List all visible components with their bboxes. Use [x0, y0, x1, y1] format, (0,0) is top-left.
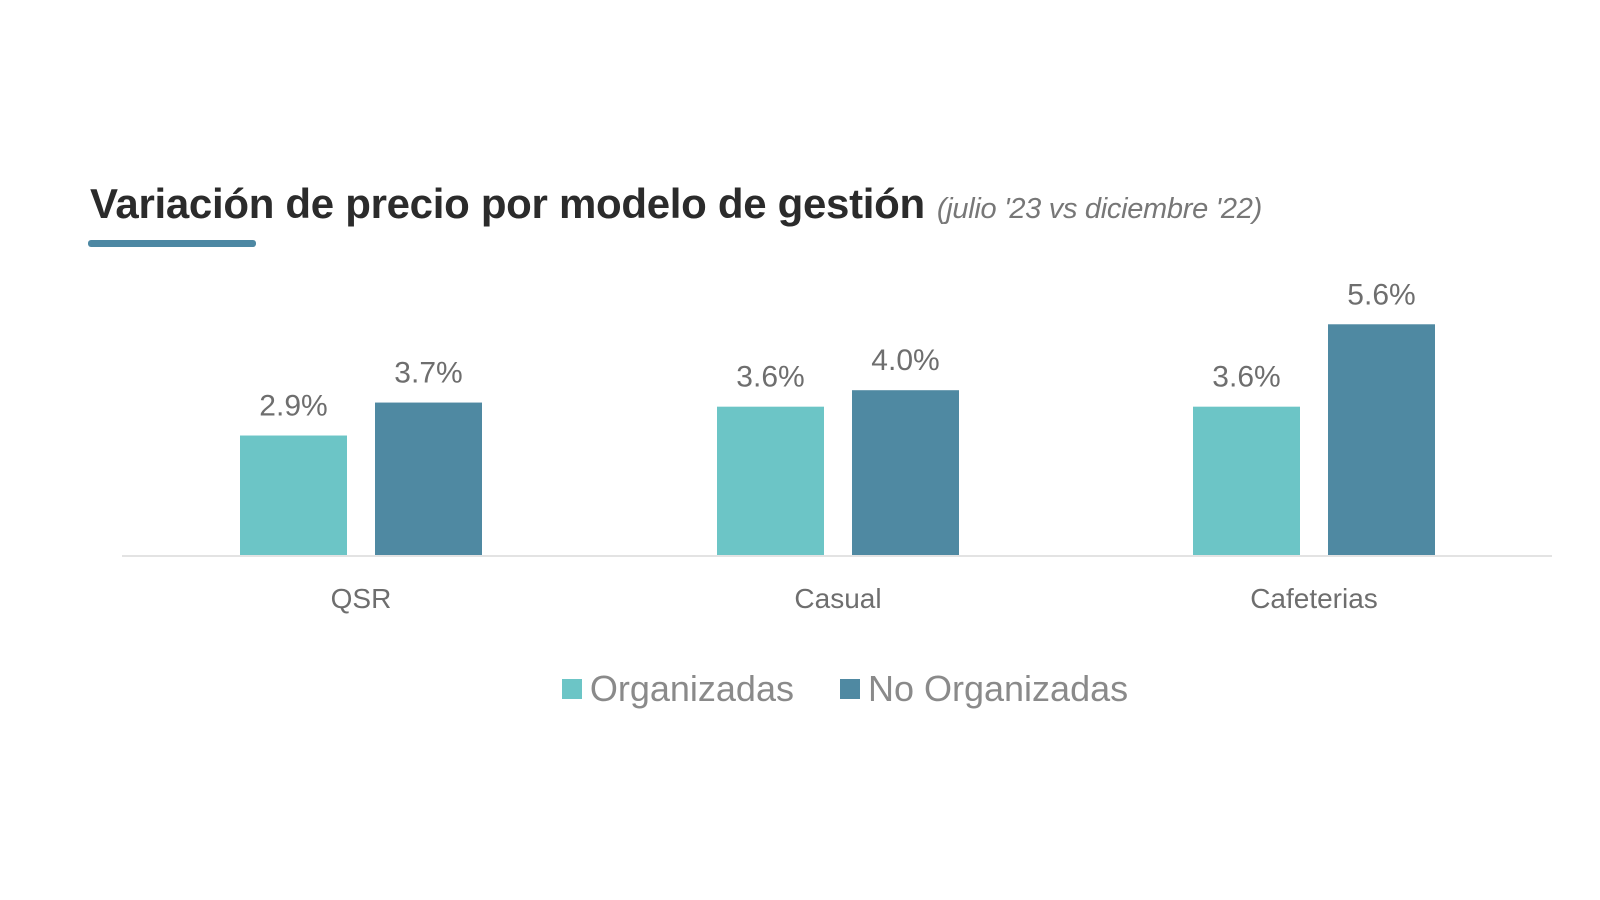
category-label: Casual: [794, 583, 881, 614]
bar-qsr-no-organizadas: [375, 402, 482, 555]
legend-label: No Organizadas: [867, 668, 1129, 709]
title-text: Variación de precio por modelo de gestió…: [90, 180, 925, 227]
bar-casual-organizadas: [717, 406, 824, 555]
legend-item-organizadas: Organizadas: [561, 668, 794, 710]
legend: Organizadas No Organizadas: [0, 668, 1600, 710]
category-label: Cafeterias: [1250, 583, 1378, 614]
title-underline: [88, 240, 256, 247]
legend-item-no-organizadas: No Organizadas: [839, 668, 1129, 710]
data-label: 3.7%: [394, 357, 462, 390]
bar-qsr-organizadas: [240, 435, 347, 555]
data-label: 2.9%: [259, 390, 327, 423]
legend-swatch: [561, 679, 582, 699]
bar-casual-no-organizadas: [852, 390, 959, 555]
data-label: 4.0%: [871, 344, 939, 377]
legend-swatch: [839, 679, 860, 699]
data-label: 3.6%: [736, 361, 804, 394]
data-label: 5.6%: [1347, 278, 1415, 311]
chart-subtitle: (julio '23 vs diciembre '22): [936, 193, 1262, 225]
bar-cafeterias-no-organizadas: [1328, 324, 1435, 555]
data-label: 3.6%: [1212, 361, 1280, 394]
bar-cafeterias-organizadas: [1193, 406, 1300, 555]
category-label: QSR: [331, 583, 392, 614]
chart-title: Variación de precio por modelo de gestió…: [90, 180, 1262, 228]
legend-label: Organizadas: [589, 668, 794, 709]
